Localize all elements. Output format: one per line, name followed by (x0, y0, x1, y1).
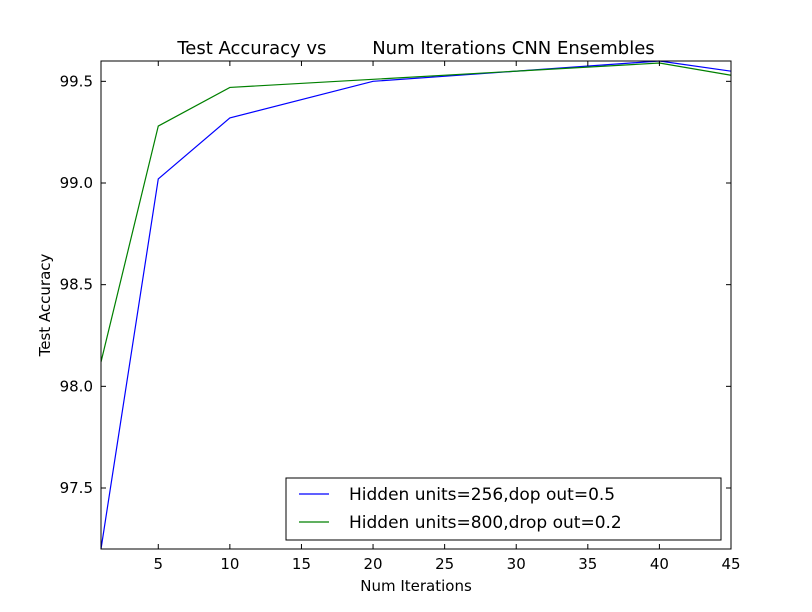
x-tick-label: 25 (435, 555, 454, 573)
y-tick-label: 99.5 (60, 72, 93, 90)
series-line-1 (100, 60, 732, 550)
x-tick-label: 35 (578, 555, 597, 573)
x-tick-label: 30 (507, 555, 526, 573)
y-axis-title: Test Accuracy (36, 253, 54, 357)
x-tick-label: 15 (292, 555, 311, 573)
x-tick-label: 5 (153, 555, 163, 573)
y-tick-label: 98.5 (60, 276, 93, 294)
ticks-layer: 5 10 15 20 25 30 35 40 45 97.5 98.0 98.5 99.0 99.5 (60, 61, 741, 573)
x-tick-label: 10 (220, 555, 239, 573)
legend-label-1: Hidden units=256,dop out=0.5 (349, 485, 615, 505)
y-tick-label: 97.5 (60, 479, 93, 497)
y-tick-label: 98.0 (60, 377, 93, 395)
series-line-2 (100, 62, 732, 363)
x-tick-label: 20 (363, 555, 382, 573)
y-tick-label: 99.0 (60, 174, 93, 192)
plot-frame (100, 60, 732, 550)
x-tick-label: 45 (721, 555, 740, 573)
legend-box (285, 477, 722, 541)
x-axis-title: Num Iterations (360, 577, 472, 595)
legend-label-2: Hidden units=800,drop out=0.2 (349, 513, 622, 533)
chart-title: Test Accuracy vs Num Iterations CNN Ense… (176, 38, 654, 59)
x-tick-label: 40 (650, 555, 669, 573)
series-layer (100, 60, 732, 550)
legend: Hidden units=256,dop out=0.5 Hidden units… (285, 477, 722, 541)
